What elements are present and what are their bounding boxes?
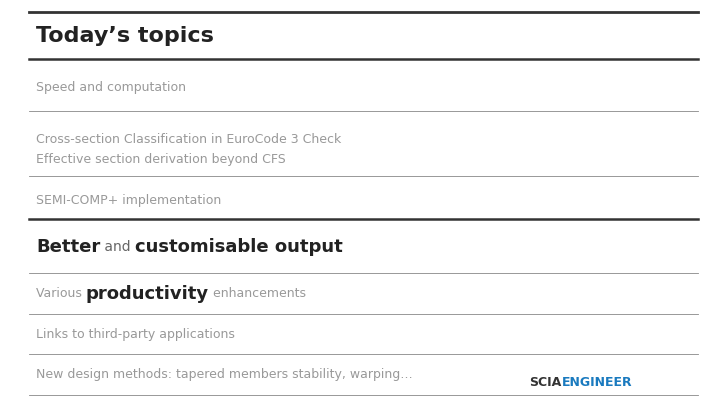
Text: productivity: productivity <box>86 285 209 303</box>
Text: enhancements: enhancements <box>209 287 306 300</box>
Text: Links to third-party applications: Links to third-party applications <box>36 328 235 341</box>
Text: Today’s topics: Today’s topics <box>36 26 214 47</box>
Text: customisable output: customisable output <box>135 238 343 256</box>
Text: and: and <box>100 240 135 254</box>
Text: SCIA: SCIA <box>529 376 562 389</box>
Text: SEMI-COMP+ implementation: SEMI-COMP+ implementation <box>36 194 221 207</box>
Text: Cross-section Classification in EuroCode 3 Check: Cross-section Classification in EuroCode… <box>36 133 341 146</box>
Text: Speed and computation: Speed and computation <box>36 81 186 94</box>
Text: Various: Various <box>36 287 86 300</box>
Text: ENGINEER: ENGINEER <box>562 376 632 389</box>
Text: Better: Better <box>36 238 100 256</box>
Text: New design methods: tapered members stability, warping…: New design methods: tapered members stab… <box>36 368 413 381</box>
Text: Effective section derivation beyond CFS: Effective section derivation beyond CFS <box>36 153 286 166</box>
